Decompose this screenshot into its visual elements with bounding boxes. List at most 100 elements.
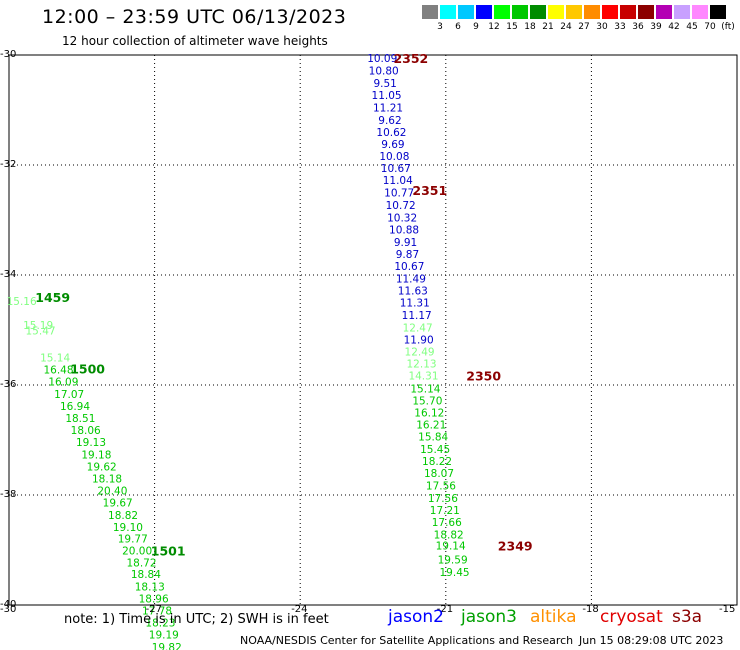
legend-label: 6 (455, 22, 461, 32)
satellite-altika: altika (530, 607, 577, 627)
lon-tick-label: -18 (582, 604, 599, 615)
wave-height-value: 9.69 (381, 139, 404, 151)
wave-height-value: 19.19 (149, 630, 179, 642)
wave-height-value: 15.16 (7, 296, 37, 308)
legend-swatch (602, 5, 618, 19)
time-label: 1459 (35, 290, 70, 305)
legend-swatch (692, 5, 708, 19)
legend-swatch (584, 5, 600, 19)
lat-tick-label: -40 (0, 599, 17, 610)
wave-height-value: 16.12 (414, 408, 444, 420)
legend-label: 27 (578, 22, 590, 32)
wave-height-value: 18.96 (139, 593, 169, 605)
wave-height-value: 18.22 (422, 456, 452, 468)
page-title: 12:00 – 23:59 UTC 06/13/2023 (42, 6, 347, 28)
legend-label: 70 (704, 22, 716, 32)
wave-height-value: 16.21 (416, 420, 446, 432)
wave-height-value: 10.32 (387, 212, 417, 224)
wave-height-value: 9.87 (396, 249, 419, 261)
wave-height-value: 18.23 (145, 618, 175, 630)
wave-height-value: 10.62 (376, 127, 406, 139)
wave-height-value: 18.72 (126, 558, 156, 570)
wave-height-value: 18.82 (108, 510, 138, 522)
wave-height-value: 10.67 (381, 163, 411, 175)
wave-height-value: 17.66 (432, 517, 462, 529)
legend-swatch (710, 5, 726, 19)
wave-height-value: 18.07 (424, 468, 454, 480)
footer-note: note: 1) Time is in UTC; 2) SWH is in fe… (64, 612, 329, 627)
wave-height-value: 15.47 (26, 326, 56, 338)
legend-label: 36 (632, 22, 644, 32)
map-frame (8, 54, 738, 606)
wave-height-value: 11.49 (396, 273, 426, 285)
satellite-s3a: s3a (672, 607, 703, 627)
wave-height-value: 15.14 (40, 353, 70, 365)
legend-swatch (512, 5, 528, 19)
time-label: 2351 (412, 183, 447, 198)
wave-height-value: 18.82 (434, 530, 464, 542)
wave-height-value: 19.62 (87, 461, 117, 473)
wave-height-value: 15.14 (410, 383, 440, 395)
time-label: 2352 (393, 51, 428, 66)
wave-height-value: 10.88 (389, 224, 419, 236)
wave-height-value: 11.31 (400, 298, 430, 310)
wave-height-value: 11.63 (398, 285, 428, 297)
wave-height-value: 15.19 (23, 320, 53, 332)
lon-tick-label: -21 (436, 604, 454, 615)
legend-label: 39 (650, 22, 662, 32)
wave-height-value: 12.49 (405, 346, 435, 358)
wave-height-value: 11.17 (402, 310, 432, 322)
legend-label: 9 (473, 22, 479, 32)
wave-height-value: 18.06 (71, 425, 101, 437)
wave-height-value: 11.90 (404, 334, 434, 346)
legend-swatch (530, 5, 546, 19)
wave-height-value: 19.77 (118, 533, 148, 545)
satellite-cryosat: cryosat (600, 607, 663, 627)
page-subtitle: 12 hour collection of altimeter wave hei… (62, 34, 328, 48)
wave-height-value: 19.45 (440, 567, 470, 579)
time-label: 2349 (498, 539, 533, 554)
legend-label: 21 (542, 22, 554, 32)
wave-height-value: 18.51 (65, 413, 95, 425)
wave-height-value: 19.67 (103, 498, 133, 510)
wave-height-value: 19.10 (113, 522, 143, 534)
lon-tick-label: -15 (719, 604, 736, 615)
lon-tick-label: -27 (145, 604, 162, 615)
legend-label: (ft) (721, 22, 735, 32)
lat-tick-label: -30 (0, 49, 17, 60)
wave-height-value: 20.40 (97, 486, 127, 498)
wave-height-value: 15.45 (420, 444, 450, 456)
legend-label: 30 (596, 22, 608, 32)
wave-height-value: 15.70 (412, 395, 442, 407)
wave-height-value: 19.14 (436, 541, 466, 553)
legend-swatch (422, 5, 438, 19)
legend-swatch (494, 5, 510, 19)
wave-height-value: 19.82 (152, 642, 182, 650)
wave-height-value: 10.09 (367, 53, 397, 65)
footer-timestamp: Jun 15 08:29:08 UTC 2023 (579, 634, 724, 647)
wave-height-value: 15.84 (418, 432, 448, 444)
wave-height-value: 17.78 (142, 606, 172, 618)
wave-height-value: 18.18 (92, 474, 122, 486)
wave-height-value: 11.05 (372, 90, 402, 102)
wave-height-value: 19.59 (438, 554, 468, 566)
footer-credit: NOAA/NESDIS Center for Satellite Applica… (240, 634, 574, 647)
time-label: 1500 (70, 362, 105, 377)
wave-height-value: 17.56 (426, 481, 456, 493)
wave-height-value: 9.51 (373, 78, 396, 90)
legend-swatch (620, 5, 636, 19)
legend-swatch (458, 5, 474, 19)
legend-label: 15 (506, 22, 518, 32)
wave-height-value: 17.07 (54, 389, 84, 401)
wave-height-value: 17.21 (430, 505, 460, 517)
legend-label: 18 (524, 22, 536, 32)
wave-height-value: 10.72 (386, 200, 416, 212)
wave-height-value: 9.91 (394, 237, 417, 249)
wave-height-value: 14.31 (408, 371, 438, 383)
lon-tick-label: -24 (291, 604, 308, 615)
legend-swatch (440, 5, 456, 19)
legend-label: 3 (437, 22, 443, 32)
legend-label: 24 (560, 22, 572, 32)
lon-tick-label: -30 (0, 604, 17, 615)
wave-height-value: 10.77 (384, 188, 414, 200)
